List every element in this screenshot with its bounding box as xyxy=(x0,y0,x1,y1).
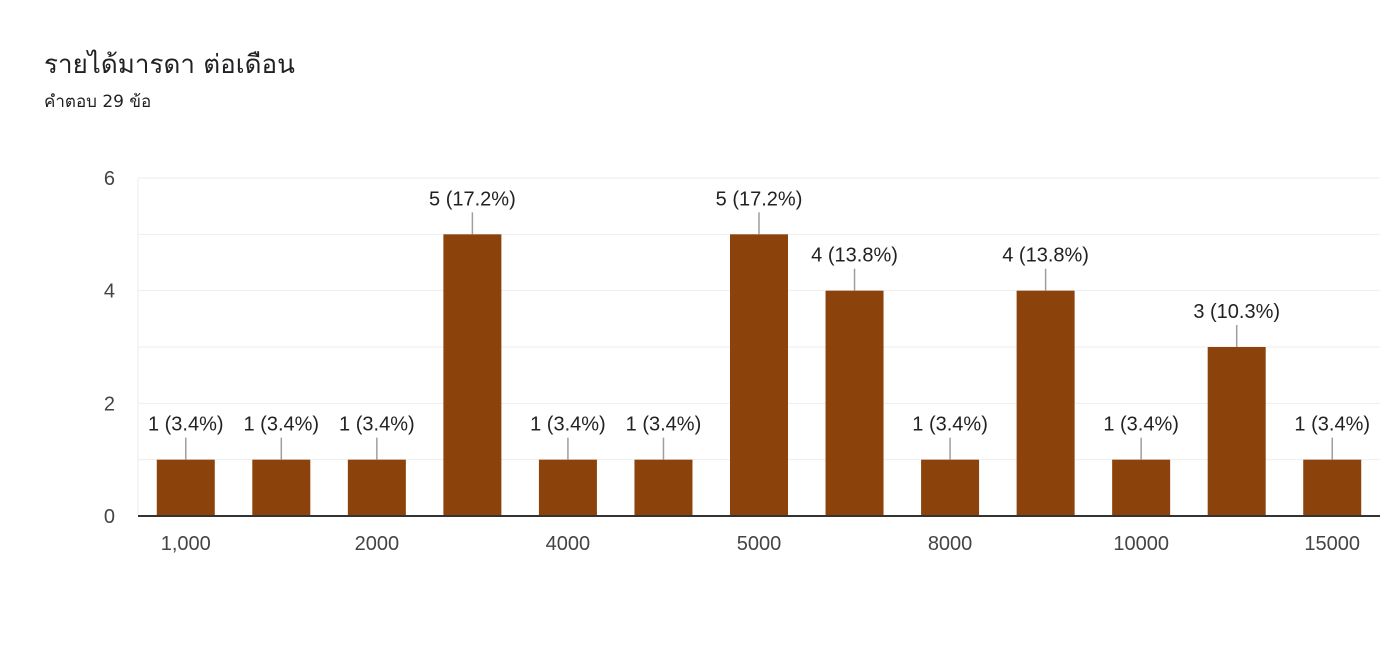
bar xyxy=(730,234,788,517)
x-tick-label: 4000 xyxy=(546,533,591,555)
bar xyxy=(538,459,597,516)
data-label: 1 (3.4%) xyxy=(244,414,320,436)
data-label: 5 (17.2%) xyxy=(429,188,516,210)
bar xyxy=(921,459,980,516)
data-label: 3 (10.3%) xyxy=(1193,301,1280,323)
bar xyxy=(634,459,693,516)
x-tick-label: 8000 xyxy=(928,533,973,555)
bar xyxy=(1207,347,1266,516)
response-count: คำตอบ 29 ข้อ xyxy=(44,92,152,112)
data-label: 1 (3.4%) xyxy=(1103,414,1179,436)
x-tick-label: 2000 xyxy=(355,533,400,555)
y-tick-label: 6 xyxy=(104,168,115,190)
data-label: 1 (3.4%) xyxy=(339,414,415,436)
chart-title: รายได้มารดา ต่อเดือน xyxy=(44,50,295,80)
x-tick-label: 15000 xyxy=(1304,533,1360,555)
data-label: 1 (3.4%) xyxy=(1294,414,1370,436)
data-label: 1 (3.4%) xyxy=(912,414,988,436)
bar xyxy=(347,459,406,516)
data-label: 5 (17.2%) xyxy=(716,188,803,210)
bar xyxy=(1303,459,1362,516)
data-label: 1 (3.4%) xyxy=(148,414,224,436)
x-tick-label: 5000 xyxy=(737,533,782,555)
data-label: 4 (13.8%) xyxy=(811,245,898,267)
data-label: 1 (3.4%) xyxy=(530,414,606,436)
y-tick-label: 0 xyxy=(104,506,115,528)
bar xyxy=(1112,459,1171,516)
bar xyxy=(156,459,215,516)
y-tick-label: 2 xyxy=(104,393,115,415)
data-label: 1 (3.4%) xyxy=(626,414,702,436)
chart-header: รายได้มารดา ต่อเดือน คำตอบ 29 ข้อ xyxy=(44,48,295,114)
bar xyxy=(825,290,884,516)
bar xyxy=(1016,290,1075,516)
bar xyxy=(443,234,502,517)
x-tick-label: 1,000 xyxy=(161,533,211,555)
x-tick-label: 10000 xyxy=(1113,533,1169,555)
y-tick-label: 4 xyxy=(104,281,115,303)
data-label: 4 (13.8%) xyxy=(1002,245,1089,267)
bar xyxy=(252,459,311,516)
